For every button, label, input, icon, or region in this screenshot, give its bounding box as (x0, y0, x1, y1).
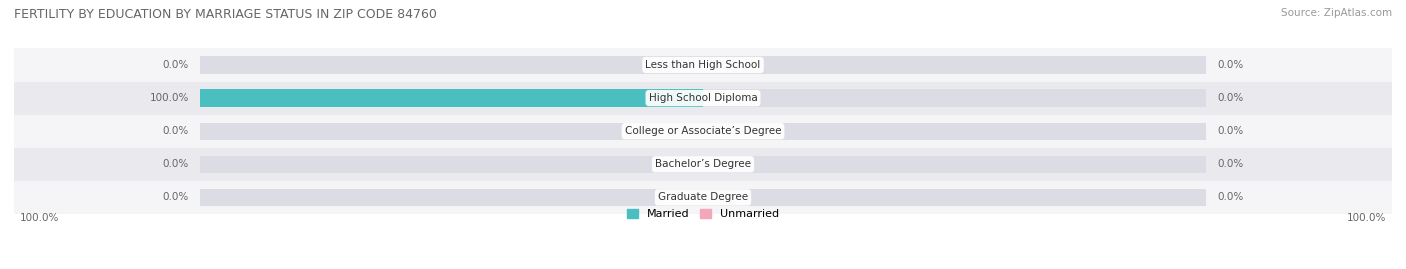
Text: Bachelor’s Degree: Bachelor’s Degree (655, 159, 751, 169)
Text: Less than High School: Less than High School (645, 60, 761, 70)
Text: 100.0%: 100.0% (149, 93, 188, 103)
Bar (200, 90, 703, 107)
Bar (200, 189, 703, 206)
Text: High School Diploma: High School Diploma (648, 93, 758, 103)
Bar (703, 56, 1206, 74)
Bar (200, 123, 703, 140)
Bar (14, 82, 1392, 115)
Bar (200, 56, 703, 74)
Text: 0.0%: 0.0% (1218, 192, 1243, 202)
Bar (703, 189, 1206, 206)
Text: College or Associate’s Degree: College or Associate’s Degree (624, 126, 782, 136)
Bar (703, 123, 1206, 140)
Bar (14, 181, 1392, 214)
Text: 0.0%: 0.0% (1218, 126, 1243, 136)
Bar (200, 156, 703, 173)
Bar (14, 115, 1392, 148)
Text: FERTILITY BY EDUCATION BY MARRIAGE STATUS IN ZIP CODE 84760: FERTILITY BY EDUCATION BY MARRIAGE STATU… (14, 8, 437, 21)
Text: 0.0%: 0.0% (163, 60, 188, 70)
Text: 0.0%: 0.0% (163, 159, 188, 169)
Bar (703, 156, 1206, 173)
Bar (14, 48, 1392, 82)
Bar (200, 90, 703, 107)
Text: Graduate Degree: Graduate Degree (658, 192, 748, 202)
Text: 0.0%: 0.0% (1218, 60, 1243, 70)
Legend: Married, Unmarried: Married, Unmarried (621, 205, 785, 224)
Text: Source: ZipAtlas.com: Source: ZipAtlas.com (1281, 8, 1392, 18)
Text: 0.0%: 0.0% (163, 126, 188, 136)
Bar (14, 148, 1392, 181)
Text: 100.0%: 100.0% (1347, 213, 1386, 223)
Text: 0.0%: 0.0% (163, 192, 188, 202)
Text: 100.0%: 100.0% (20, 213, 59, 223)
Text: 0.0%: 0.0% (1218, 93, 1243, 103)
Text: 0.0%: 0.0% (1218, 159, 1243, 169)
Bar (703, 90, 1206, 107)
